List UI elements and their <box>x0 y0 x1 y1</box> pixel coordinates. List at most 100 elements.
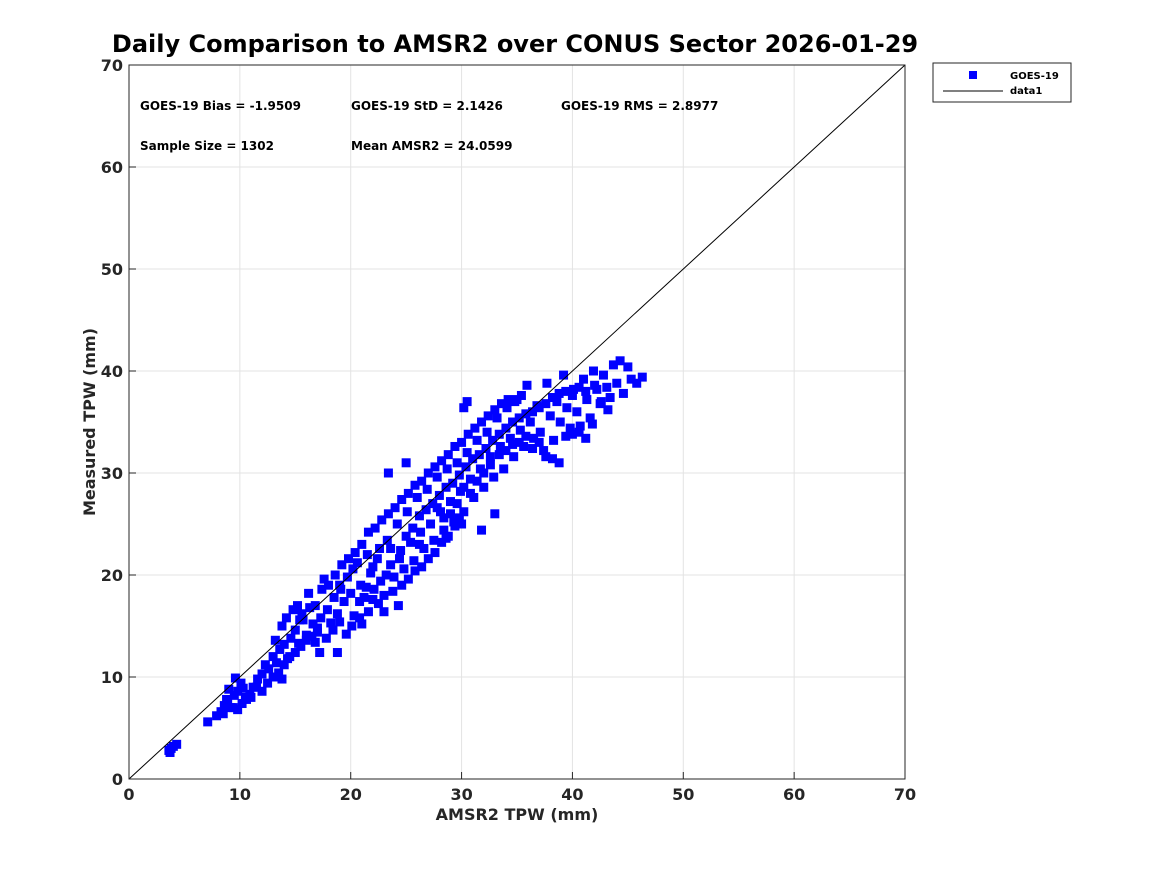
scatter-point <box>490 509 500 519</box>
scatter-point <box>426 519 436 529</box>
scatter-point <box>275 644 285 654</box>
scatter-point <box>412 492 422 502</box>
scatter-point <box>401 458 411 468</box>
scatter-point <box>172 739 182 749</box>
scatter-point <box>501 446 511 456</box>
scatter-point <box>457 437 467 447</box>
scatter-point <box>615 356 625 366</box>
scatter-point <box>233 686 243 696</box>
scatter-point <box>355 613 365 623</box>
scatter-point <box>277 674 287 684</box>
scatter-point <box>279 660 289 670</box>
scatter-point <box>373 599 383 609</box>
y-tick-label: 0 <box>112 770 123 789</box>
scatter-point <box>372 554 382 564</box>
scatter-point <box>236 678 246 688</box>
scatter-point <box>321 633 331 643</box>
scatter-point <box>307 631 317 641</box>
scatter-point <box>549 435 559 445</box>
scatter-point <box>363 607 373 617</box>
scatter-point <box>416 527 426 537</box>
scatter-point <box>363 527 373 537</box>
scatter-point <box>561 386 571 396</box>
scatter-point <box>481 444 491 454</box>
scatter-point <box>459 482 469 492</box>
x-tick-label: 40 <box>561 785 583 804</box>
scatter-point <box>535 427 545 437</box>
scatter-point <box>274 668 284 678</box>
scatter-point <box>297 609 307 619</box>
scatter-point <box>541 399 551 409</box>
scatter-point <box>310 601 320 611</box>
scatter-point <box>376 576 386 586</box>
scatter-point <box>322 605 332 615</box>
scatter-point <box>406 537 416 547</box>
scatter-point <box>394 554 404 564</box>
scatter-point <box>492 413 502 423</box>
scatter-point <box>301 635 311 645</box>
scatter-point <box>379 607 389 617</box>
scatter-point <box>268 652 278 662</box>
scatter-point <box>485 452 495 462</box>
scatter-point <box>329 592 339 602</box>
scatter-point <box>509 452 519 462</box>
scatter-point <box>417 476 427 486</box>
scatter-point <box>470 423 480 433</box>
scatter-point <box>521 431 531 441</box>
y-tick-label: 70 <box>101 56 123 75</box>
scatter-point <box>386 543 396 553</box>
scatter-point <box>390 503 400 513</box>
scatter-point <box>332 648 342 658</box>
scatter-point <box>547 393 557 403</box>
scatter-point <box>268 672 278 682</box>
x-tick-label: 70 <box>894 785 916 804</box>
scatter-point <box>423 554 433 564</box>
scatter-point <box>510 397 520 407</box>
scatter-point <box>203 717 213 727</box>
scatter-point <box>361 582 371 592</box>
scatter-point <box>541 452 551 462</box>
annotation-bias: GOES-19 Bias = -1.9509 <box>140 99 301 113</box>
scatter-point <box>296 641 306 651</box>
scatter-point <box>514 413 524 423</box>
scatter-point <box>332 609 342 619</box>
scatter-point <box>368 562 378 572</box>
scatter-point <box>462 448 472 458</box>
scatter-point <box>508 417 518 427</box>
scatter-point <box>587 419 597 429</box>
reference-line-data1 <box>128 64 906 780</box>
scatter-point <box>529 433 539 443</box>
scatter-point <box>304 588 314 598</box>
scatter-point <box>442 464 452 474</box>
x-tick-label: 20 <box>340 785 362 804</box>
scatter-point <box>369 584 379 594</box>
scatter-point <box>437 537 447 547</box>
scatter-point <box>569 384 579 394</box>
scatter-point <box>377 515 387 525</box>
scatter-point <box>326 618 336 628</box>
scatter-point <box>588 366 598 376</box>
scatter-point <box>439 513 449 523</box>
scatter-point <box>409 556 419 566</box>
scatter-point <box>362 550 372 560</box>
scatter-point <box>408 523 418 533</box>
scatter-point <box>528 407 538 417</box>
scatter-point <box>290 625 300 635</box>
scatter-point <box>343 554 353 564</box>
x-axis-label: AMSR2 TPW (mm) <box>436 805 599 824</box>
scatter-point <box>397 495 407 505</box>
scatter-point <box>357 619 367 629</box>
scatter-point <box>522 380 532 390</box>
scatter-point <box>632 378 642 388</box>
scatter-point <box>559 370 569 380</box>
y-axis-ticks: 0 10 20 30 40 50 60 70 <box>101 56 136 789</box>
scatter-point <box>494 429 504 439</box>
x-tick-label: 30 <box>450 785 472 804</box>
scatter-point <box>562 403 572 413</box>
scatter-point <box>402 507 412 517</box>
scatter-point <box>567 390 577 400</box>
scatter-point <box>350 548 360 558</box>
scatter-point <box>357 539 367 549</box>
scatter-point <box>288 605 298 615</box>
scatter-point <box>637 372 647 382</box>
